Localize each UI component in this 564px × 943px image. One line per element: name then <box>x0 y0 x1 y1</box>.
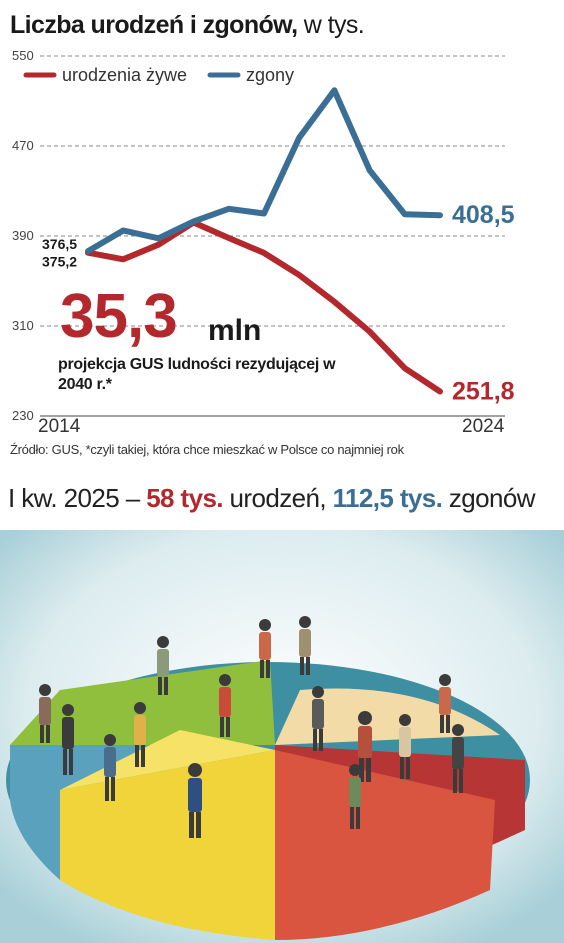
figurine <box>358 711 372 782</box>
projection-unit: mln <box>208 314 262 347</box>
x-tick-label: 2014 <box>38 416 81 437</box>
summary-line: I kw. 2025 – 58 tys. urodzeń, 112,5 tys.… <box>8 483 535 514</box>
figurine <box>399 714 411 779</box>
summary-births-value: 58 tys. <box>146 483 223 513</box>
legend-label: urodzenia żywe <box>62 65 187 85</box>
pie-slice-blue-left <box>10 730 180 880</box>
y-tick-label: 470 <box>12 138 34 153</box>
data-label-end-deaths: 408,5 <box>452 201 515 229</box>
title-unit: w tys. <box>297 11 365 39</box>
figurine <box>312 686 324 751</box>
y-tick-label: 230 <box>12 408 34 423</box>
figurine <box>62 704 74 775</box>
figurine <box>259 619 271 678</box>
data-label-end-births: 251,8 <box>452 377 515 405</box>
figurine <box>134 702 146 767</box>
summary-deaths-text: zgonów <box>442 483 536 513</box>
title-bold: Liczba urodzeń i zgonów, <box>10 11 298 39</box>
pie-slice-green-top <box>10 660 275 745</box>
pie-chart-illustration <box>0 530 564 943</box>
pie-slice-orange-front <box>275 750 495 940</box>
source-note: Źródło: GUS, *czyli takiej, która chce m… <box>10 442 404 457</box>
summary-deaths-value: 112,5 tys. <box>332 483 443 513</box>
line-chart: 230 310 390 470 550 2014 2024 urodzenia żywe zgo… <box>12 48 515 437</box>
summary-prefix: I kw. 2025 – <box>8 483 147 513</box>
figurine <box>452 724 464 793</box>
y-tick-label: 550 <box>12 48 34 63</box>
projection-value: 35,3 <box>60 282 178 351</box>
series-line-deaths <box>85 87 443 255</box>
summary-births-text: urodzeń, <box>222 483 333 513</box>
projection-description: projekcja GUS ludności rezydującej w 204… <box>58 356 336 393</box>
figurine <box>39 684 51 743</box>
figurine <box>188 763 202 838</box>
y-tick-label: 310 <box>12 318 34 333</box>
figurine <box>104 734 116 801</box>
chart-title: Liczba urodzeń i zgonów, w tys. <box>10 10 365 40</box>
series-line-births <box>85 219 443 395</box>
x-tick-label: 2024 <box>462 416 505 437</box>
legend-label: zgony <box>246 65 294 85</box>
figurine <box>157 636 169 695</box>
figurine <box>299 616 311 675</box>
figurine <box>439 674 451 733</box>
data-label-start-births: 375,2 <box>42 254 77 270</box>
figurine <box>219 674 231 737</box>
figurine <box>349 764 361 829</box>
y-tick-label: 390 <box>12 228 34 243</box>
figurines <box>39 616 464 838</box>
data-label-start-deaths: 376,5 <box>42 236 77 252</box>
